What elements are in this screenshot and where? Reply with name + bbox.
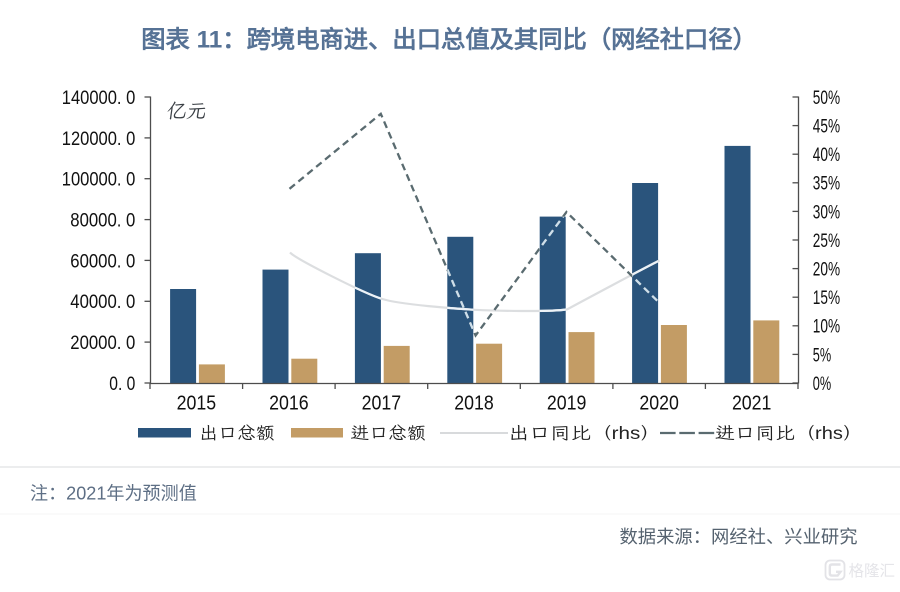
svg-text:25%: 25% — [813, 231, 840, 252]
svg-text:20%: 20% — [813, 260, 840, 281]
svg-text:20000. 0: 20000. 0 — [70, 333, 135, 354]
svg-text:出口总额: 出口总额 — [199, 423, 274, 443]
svg-text:35%: 35% — [813, 174, 840, 195]
svg-text:注：2021年为预测值: 注：2021年为预测值 — [30, 483, 197, 503]
svg-text:15%: 15% — [813, 288, 840, 309]
svg-text:2015: 2015 — [177, 393, 217, 415]
svg-text:10%: 10% — [813, 317, 840, 338]
svg-text:格隆汇: 格隆汇 — [849, 562, 896, 580]
svg-text:2020: 2020 — [639, 393, 679, 415]
svg-text:进口同比（rhs）: 进口同比（rhs） — [715, 423, 863, 443]
svg-text:图表 11：跨境电商进、出口总值及其同比（网经社口径）: 图表 11：跨境电商进、出口总值及其同比（网经社口径） — [141, 25, 757, 53]
svg-text:2021: 2021 — [732, 393, 772, 415]
svg-text:100000. 0: 100000. 0 — [62, 170, 136, 191]
svg-text:进口总额: 进口总额 — [350, 423, 425, 443]
svg-text:亿元: 亿元 — [165, 101, 208, 123]
svg-text:120000. 0: 120000. 0 — [62, 129, 136, 150]
svg-text:140000. 0: 140000. 0 — [62, 88, 136, 109]
svg-text:45%: 45% — [813, 117, 840, 138]
svg-text:80000. 0: 80000. 0 — [70, 211, 135, 232]
svg-text:出口同比（rhs）: 出口同比（rhs） — [509, 423, 661, 443]
svg-text:0%: 0% — [813, 374, 831, 395]
svg-text:2019: 2019 — [547, 393, 587, 415]
svg-text:2017: 2017 — [362, 393, 402, 415]
svg-text:2016: 2016 — [269, 393, 309, 415]
svg-text:5%: 5% — [813, 345, 831, 366]
svg-text:0. 0: 0. 0 — [109, 374, 135, 395]
svg-text:40%: 40% — [813, 145, 840, 166]
svg-text:50%: 50% — [813, 88, 840, 109]
svg-text:40000. 0: 40000. 0 — [70, 292, 135, 313]
svg-text:60000. 0: 60000. 0 — [70, 251, 135, 272]
svg-text:数据来源：网经社、兴业研究: 数据来源：网经社、兴业研究 — [620, 527, 858, 547]
svg-text:30%: 30% — [813, 202, 840, 223]
svg-text:2018: 2018 — [454, 393, 494, 415]
